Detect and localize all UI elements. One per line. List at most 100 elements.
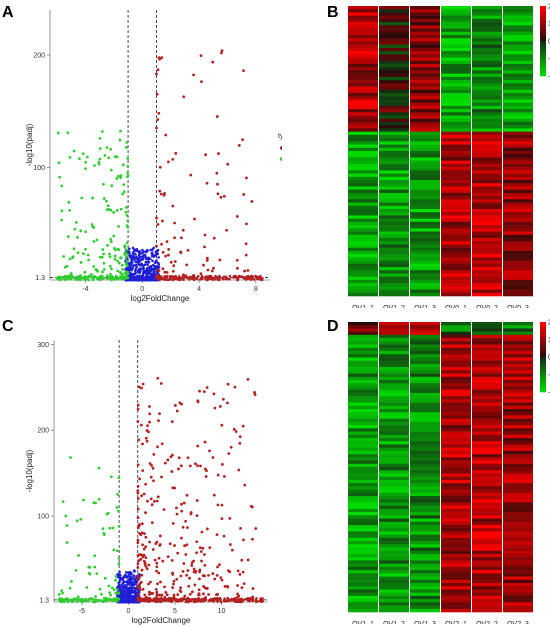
point-down <box>98 599 102 602</box>
heatmap-cell <box>410 457 440 461</box>
heatmap-cell <box>410 434 440 439</box>
heatmap-cell <box>410 331 440 336</box>
heatmap-cell <box>472 286 502 290</box>
heatmap-cell <box>441 250 471 255</box>
heatmap-cell <box>503 486 533 490</box>
heatmap-cell <box>410 550 440 555</box>
point-up <box>218 258 222 262</box>
point-baseline <box>130 598 133 602</box>
heatmap-cell <box>410 154 440 158</box>
point-up <box>207 593 210 596</box>
point-up <box>137 385 141 389</box>
point-up <box>171 269 175 273</box>
heatmap-cell <box>410 392 440 397</box>
point-up <box>151 548 155 551</box>
x-axis-label: log2FoldChange <box>132 616 191 625</box>
colorbar-segment <box>540 6 546 9</box>
heatmap-cell <box>441 93 471 97</box>
point-up <box>175 512 179 516</box>
point-up <box>164 133 168 137</box>
heatmap-cell <box>348 189 378 194</box>
point-up <box>136 489 140 493</box>
point-up <box>251 595 255 599</box>
point-baseline <box>258 599 262 603</box>
heatmap-cell <box>503 360 533 365</box>
heatmap-cell <box>410 399 440 403</box>
heatmap-cell <box>503 241 533 245</box>
heatmap-cell <box>379 399 409 403</box>
point-not-significant <box>140 262 144 266</box>
point-up <box>210 269 214 273</box>
heatmap-cell <box>410 344 440 349</box>
heatmap-cell <box>348 186 378 190</box>
heatmap-cell <box>503 254 533 258</box>
heatmap-cell <box>441 486 471 490</box>
heatmap-cell <box>441 444 471 448</box>
point-down <box>61 591 65 595</box>
heatmap-cell <box>348 73 378 78</box>
heatmap-cell <box>348 370 378 374</box>
point-up <box>136 538 140 542</box>
point-up <box>198 577 201 581</box>
point-up <box>140 568 144 572</box>
heatmap-cell <box>441 38 471 42</box>
point-baseline <box>121 597 124 600</box>
point-baseline <box>251 599 255 603</box>
colorbar-segment <box>540 338 546 341</box>
heatmap-cell <box>503 218 533 223</box>
point-up <box>186 248 190 252</box>
point-down <box>108 264 112 268</box>
point-up <box>177 456 181 460</box>
heatmap-cell <box>472 89 502 94</box>
heatmap-cell <box>379 267 409 271</box>
heatmap-cell <box>410 163 440 168</box>
heatmap-cell <box>410 57 440 62</box>
heatmap-cell <box>379 231 409 236</box>
heatmap-cell <box>348 550 378 555</box>
point-baseline <box>215 596 219 600</box>
point-not-significant <box>128 592 132 595</box>
heatmap-cell <box>410 125 440 129</box>
point-up <box>138 588 142 592</box>
point-up <box>189 173 193 177</box>
heatmap-cell <box>503 331 533 336</box>
heatmap-cell <box>348 93 378 97</box>
heatmap-cell <box>379 238 409 242</box>
colorbar-tick-label: -2 <box>548 74 550 81</box>
point-up <box>201 546 205 550</box>
heatmap-cell <box>441 570 471 574</box>
heatmap-cell <box>503 234 533 239</box>
heatmap-cell <box>348 196 378 200</box>
point-up <box>167 253 170 257</box>
point-down <box>112 276 116 280</box>
heatmap-cell <box>472 351 502 355</box>
heatmap-cell <box>472 273 502 277</box>
point-baseline <box>81 598 84 602</box>
point-up <box>160 242 163 246</box>
heatmap-cell <box>441 605 471 610</box>
heatmap-cell <box>348 160 378 165</box>
heatmap-cell <box>503 347 533 352</box>
point-up <box>170 599 174 603</box>
point-up <box>212 236 216 240</box>
heatmap-cell <box>441 234 471 239</box>
heatmap-cell <box>379 12 409 16</box>
heatmap-cell <box>348 209 378 213</box>
heatmap-cell <box>503 163 533 168</box>
heatmap-cell <box>472 547 502 552</box>
heatmap-cell <box>472 9 502 13</box>
heatmap-cell <box>503 128 533 132</box>
point-up <box>186 456 190 460</box>
heatmap-cell <box>441 505 471 510</box>
heatmap-cell <box>503 573 533 577</box>
point-up <box>144 482 148 486</box>
heatmap-cell <box>503 479 533 484</box>
point-baseline <box>179 278 182 282</box>
colorbar-segment <box>540 352 546 355</box>
point-up <box>184 553 188 556</box>
heatmap-column-label: OV0_3 <box>507 305 529 308</box>
heatmap-cell <box>348 286 378 290</box>
heatmap-cell <box>472 396 502 400</box>
point-up <box>142 553 146 557</box>
heatmap-cell <box>348 512 378 516</box>
